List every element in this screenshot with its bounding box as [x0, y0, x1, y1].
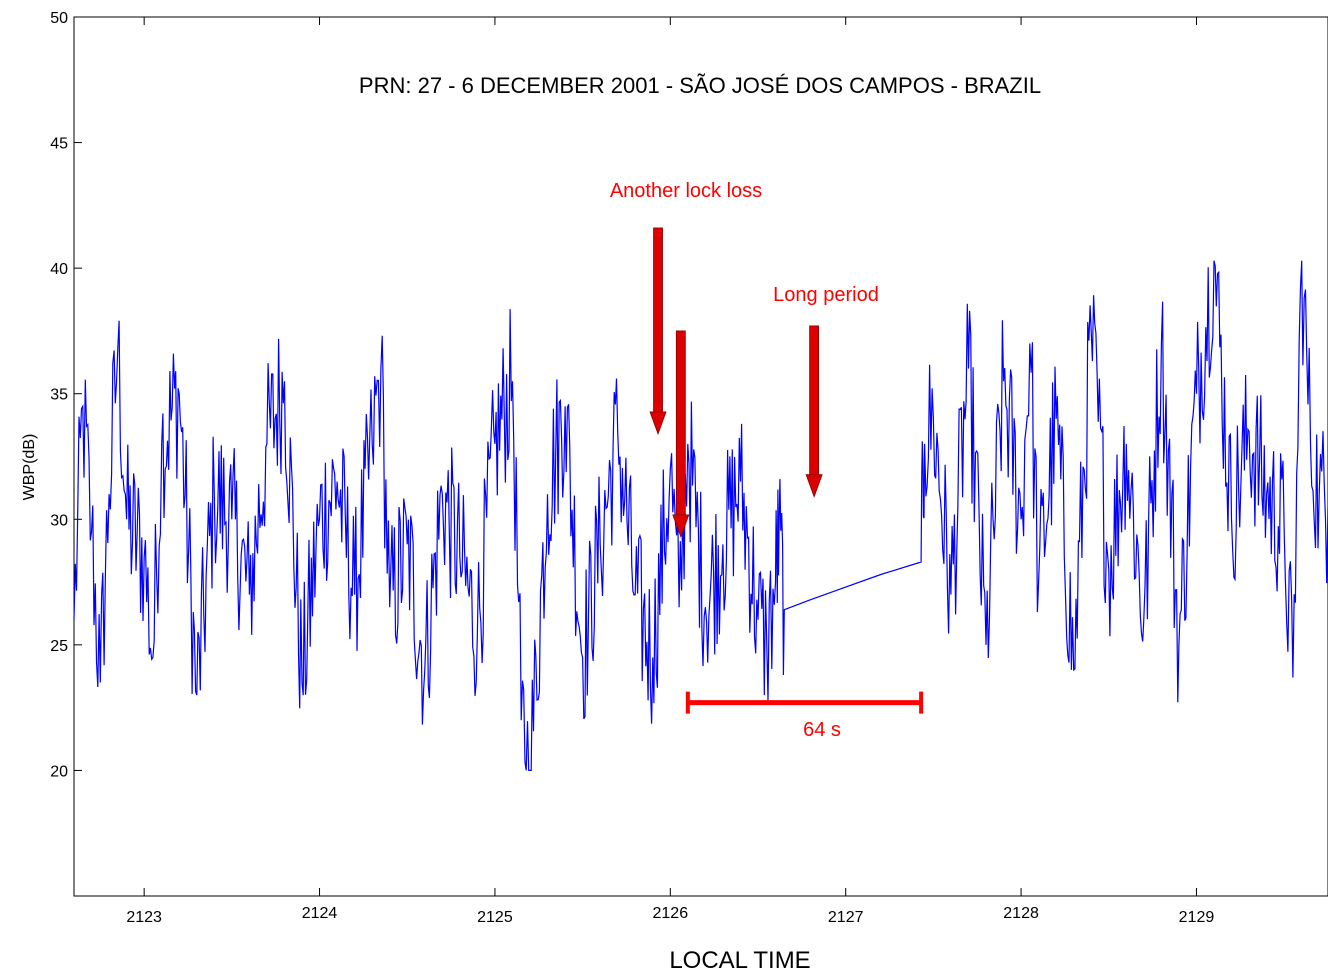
y-tick-label: 45 [50, 136, 68, 153]
annotation-arrows [649, 227, 823, 539]
y-tick-label: 50 [50, 10, 68, 27]
x-tick-label: 2125 [477, 909, 513, 926]
y-tick-label: 35 [50, 387, 68, 404]
annotation-another-lock-loss: Another lock loss [610, 180, 762, 202]
chart-title: PRN: 27 - 6 DECEMBER 2001 - SÃO JOSÉ DOS… [359, 73, 1041, 98]
x-tick-label: 2124 [302, 905, 338, 922]
y-tick-label: 40 [50, 261, 68, 278]
duration-span-bracket [685, 691, 924, 714]
annotation-long-period: Long period [773, 284, 879, 306]
plot-frame [73, 16, 1328, 897]
x-tick-label: 2129 [1179, 909, 1215, 926]
x-tick-label: 2128 [1003, 905, 1039, 922]
y-tick-label: 20 [50, 763, 68, 780]
y-axis: 20 25 30 35 40 45 50 [50, 10, 82, 780]
series-line [73, 260, 1328, 771]
x-tick-label: 2126 [653, 905, 689, 922]
x-axis-label: LOCAL TIME [669, 947, 810, 973]
y-axis-label: WBP(dB) [21, 434, 38, 501]
y-tick-label: 30 [50, 512, 68, 529]
x-tick-label: 2123 [126, 909, 162, 926]
red-down-arrow [672, 330, 690, 539]
x-axis: 2123 2124 2125 2126 2127 2128 2129 [126, 17, 1214, 926]
red-down-arrow [649, 227, 667, 436]
x-tick-label: 2127 [828, 909, 864, 926]
red-down-arrow [805, 325, 823, 498]
y-tick-label: 25 [50, 638, 68, 655]
series-line-group [73, 260, 1328, 771]
annotation-64s: 64 s [803, 719, 841, 741]
